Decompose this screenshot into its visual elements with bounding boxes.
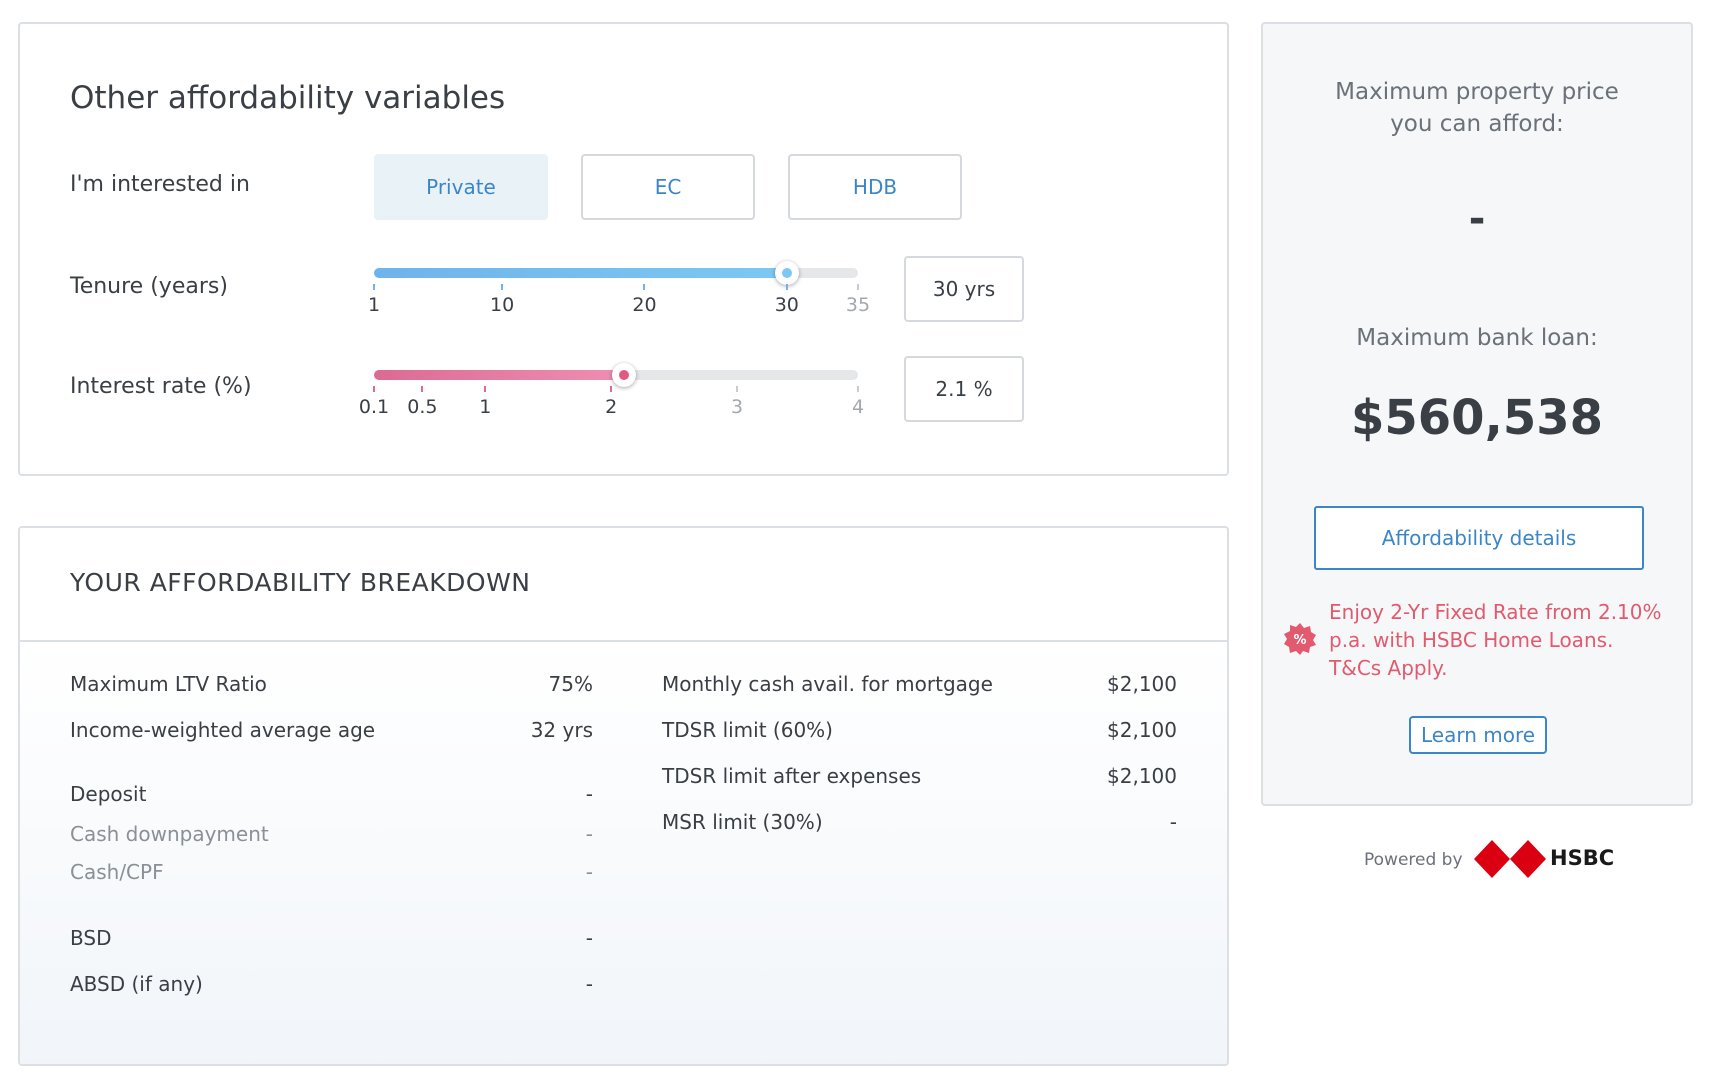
tdsr-limit-label: TDSR limit (60%)	[662, 718, 833, 742]
absd-label: ABSD (if any)	[70, 972, 203, 996]
interest-tick	[373, 386, 375, 392]
cash-downpayment-value: -	[585, 822, 593, 846]
tenure-label: Tenure (years)	[70, 274, 228, 299]
interest-tick	[421, 386, 424, 392]
interest-tick-label: 0.1	[358, 396, 390, 418]
tenure-tick	[785, 284, 788, 290]
tenure-tick	[373, 284, 375, 290]
tenure-tick	[857, 284, 859, 290]
tenure-tick	[643, 284, 646, 290]
interest-value-box[interactable]: 2.1 %	[904, 356, 1024, 422]
interest-slider-fill	[374, 370, 624, 380]
max-loan-label: Maximum bank loan:	[1356, 325, 1598, 351]
tenure-tick-label: 30	[774, 294, 799, 316]
tdsr-after-expenses-label: TDSR limit after expenses	[662, 764, 922, 788]
msr-limit-value: -	[1169, 810, 1177, 834]
monthly-cash-label: Monthly cash avail. for mortgage	[662, 672, 993, 696]
interest-tick	[484, 386, 487, 392]
tenure-tick-label: 10	[490, 294, 515, 316]
tenure-slider-fill	[374, 268, 787, 278]
ltv-ratio-label: Maximum LTV Ratio	[70, 672, 267, 696]
interest-tick-label: 2	[605, 396, 618, 418]
property-type-hdb-button[interactable]: HDB	[788, 154, 962, 220]
breakdown-body: Maximum LTV Ratio 75% Income-weighted av…	[20, 642, 1227, 1064]
average-age-value: 32 yrs	[530, 718, 593, 742]
affordability-details-button[interactable]: Affordability details	[1314, 506, 1644, 570]
bsd-label: BSD	[70, 926, 112, 950]
breakdown-header: YOUR AFFORDABILITY BREAKDOWN	[20, 528, 1227, 642]
max-loan-value: $560,538	[1350, 390, 1604, 446]
tenure-handle-dot	[781, 268, 792, 278]
cash-cpf-value: -	[585, 860, 593, 884]
variables-title: Other affordability variables	[70, 80, 506, 116]
average-age-label: Income-weighted average age	[70, 718, 376, 742]
property-type-private-button[interactable]: Private	[374, 154, 548, 220]
property-type-ec-button[interactable]: EC	[581, 154, 755, 220]
affordability-result-card: Maximum property price you can afford: -…	[1261, 22, 1693, 806]
absd-value: -	[585, 972, 593, 996]
cash-downpayment-label: Cash downpayment	[70, 822, 269, 846]
hsbc-brand-name: HSBC	[1550, 846, 1615, 870]
tdsr-after-expenses-value: $2,100	[1107, 764, 1177, 788]
interest-tick-label: 3	[730, 396, 744, 418]
tenure-tick-label: 35	[845, 294, 871, 316]
percent-badge-icon: %	[1284, 623, 1316, 655]
tenure-tick-label: 1	[367, 294, 381, 316]
max-price-value: -	[1468, 196, 1486, 242]
tdsr-limit-value: $2,100	[1107, 718, 1177, 742]
cash-cpf-label: Cash/CPF	[70, 860, 164, 884]
ltv-ratio-value: 75%	[548, 672, 593, 696]
interested-in-label: I'm interested in	[70, 172, 250, 197]
deposit-value: -	[585, 782, 593, 806]
interest-tick-label: 4	[851, 396, 865, 418]
interest-tick	[610, 386, 613, 392]
interest-rate-slider[interactable]	[374, 363, 858, 387]
hsbc-hexagon-logo	[1474, 840, 1546, 878]
bsd-value: -	[585, 926, 593, 950]
tenure-value-box[interactable]: 30 yrs	[904, 256, 1024, 322]
interest-tick-label: 0.5	[407, 396, 438, 418]
interest-tick	[736, 386, 738, 392]
interest-tick-label: 1	[479, 396, 492, 418]
tenure-tick	[501, 284, 504, 290]
max-price-label: Maximum property price you can afford:	[1335, 79, 1619, 137]
powered-by-label: Powered by	[1364, 850, 1463, 870]
learn-more-button[interactable]: Learn more	[1409, 716, 1547, 754]
affordability-breakdown-card: YOUR AFFORDABILITY BREAKDOWN Maximum LTV…	[18, 526, 1229, 1066]
interest-rate-label: Interest rate (%)	[70, 374, 252, 399]
deposit-label: Deposit	[70, 782, 147, 806]
tenure-slider[interactable]	[374, 261, 858, 285]
svg-text:%: %	[1293, 633, 1306, 648]
affordability-variables-card: Other affordability variables I'm intere…	[18, 22, 1229, 476]
msr-limit-label: MSR limit (30%)	[662, 810, 823, 834]
monthly-cash-value: $2,100	[1107, 672, 1177, 696]
tenure-slider-handle[interactable]	[774, 261, 799, 285]
breakdown-title: YOUR AFFORDABILITY BREAKDOWN	[70, 568, 531, 597]
tenure-tick-label: 20	[632, 294, 657, 316]
interest-slider-handle[interactable]	[611, 363, 636, 387]
promo-text: Enjoy 2-Yr Fixed Rate from 2.10% p.a. wi…	[1329, 600, 1662, 680]
interest-tick	[857, 386, 859, 392]
interest-handle-dot	[618, 370, 629, 380]
